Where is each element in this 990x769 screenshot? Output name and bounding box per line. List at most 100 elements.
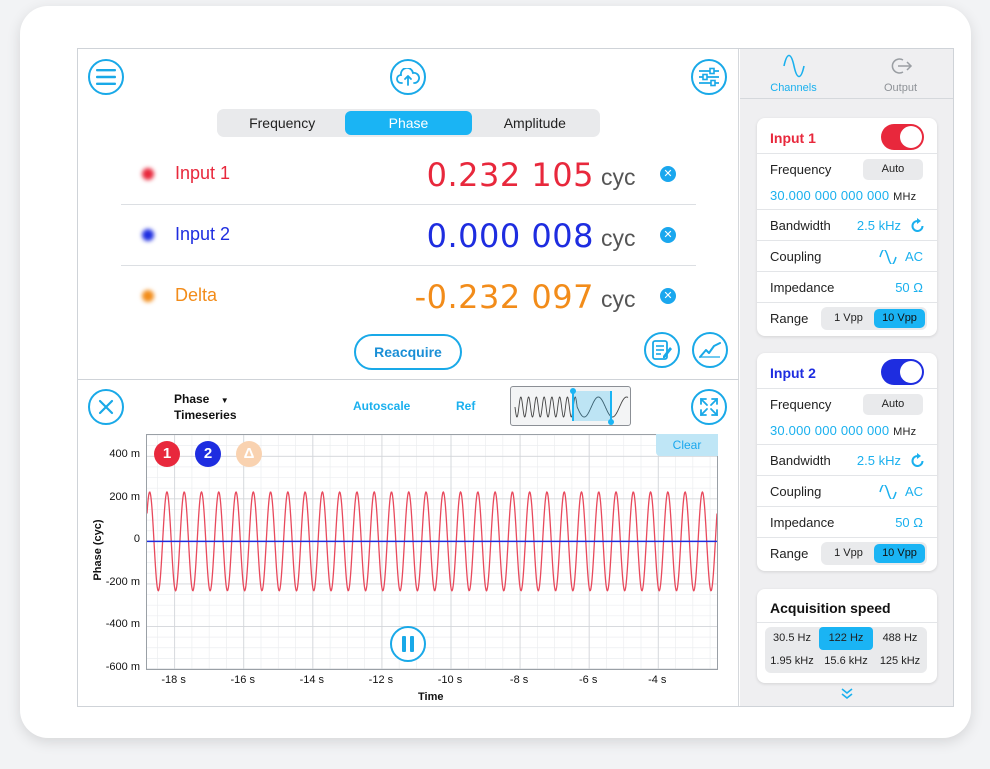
output-arrow-icon [891,58,913,74]
settings-panel: Channels Output Input 1 Frequency Auto 3… [740,49,953,706]
coupling-value: AC [904,249,923,264]
ref-button[interactable]: Ref [456,399,476,413]
impedance-row[interactable]: Impedance 50 Ω [757,271,937,302]
pause-button[interactable] [390,626,426,662]
overview-preview[interactable] [510,386,631,426]
y-tick-label: -400 m [105,618,140,631]
channel-enable-toggle[interactable] [881,359,924,385]
x-tick-label: -6 s [579,674,598,686]
y-tick-label: 400 m [109,448,140,461]
measurement-type-tabs: Frequency Phase Amplitude [217,109,600,137]
overview-waveform [514,388,629,425]
device-frame: Frequency Phase Amplitude Input 1 0.232 … [20,6,971,738]
tab-amplitude[interactable]: Amplitude [503,115,566,131]
impedance-label: Impedance [770,280,835,295]
measurement-row-delta: Delta -0.232 097 cyc ✕ [121,266,696,327]
channel-color-dot [142,229,154,241]
speed-option[interactable]: 125 kHz [879,655,921,667]
speed-option[interactable]: 15.6 kHz [824,655,868,667]
series-line-input-1 [146,490,718,592]
autoscale-button[interactable]: Autoscale [353,399,411,413]
timeseries-plot[interactable] [146,434,718,670]
impedance-value: 50 Ω [895,280,923,295]
notes-button[interactable] [644,332,680,368]
range-option-1vpp[interactable]: 1 Vpp [834,312,863,324]
tab-output[interactable]: Output [847,49,953,99]
settings-button[interactable] [691,59,727,95]
refresh-icon[interactable] [910,453,925,468]
bandwidth-row[interactable]: Bandwidth 2.5 kHz [757,209,937,240]
speed-option[interactable]: 488 Hz [882,632,918,644]
coupling-label: Coupling [770,249,822,264]
selector-line-2: Timeseries [174,408,237,422]
frequency-label: Frequency [770,162,832,177]
pause-icon [402,636,414,652]
sine-wave-icon [879,485,897,499]
tabbar-divider [740,98,953,99]
y-tick-label: 200 m [109,490,140,503]
range-row: Range 1 Vpp 10 Vpp [757,537,937,568]
measurement-unit: cyc [601,286,636,312]
remove-measurement-button[interactable]: ✕ [660,166,676,182]
frequency-auto-button[interactable]: Auto [863,394,923,415]
delta-badge[interactable]: Δ [236,441,262,467]
sliders-icon [699,67,719,87]
range-option-10vpp[interactable]: 10 Vpp [874,309,925,328]
app-screen: Frequency Phase Amplitude Input 1 0.232 … [77,48,954,707]
frequency-value-field[interactable]: 30.000 000 000 000 MHz [770,188,916,203]
channel-2-badge[interactable]: 2 [195,441,221,467]
range-selector: 1 Vpp 10 Vpp [821,307,927,330]
x-tick-label: -4 s [648,674,667,686]
channel-card-input-1: Input 1 Frequency Auto 30.000 000 000 00… [757,118,937,336]
y-tick-label: 0 [133,533,140,546]
plot-canvas [146,434,718,670]
remove-measurement-button[interactable]: ✕ [660,288,676,304]
clear-button[interactable]: Clear [656,434,718,456]
sine-wave-icon [879,250,897,264]
tab-channels[interactable]: Channels [740,49,847,99]
y-tick-label: -200 m [105,575,140,588]
range-option-1vpp[interactable]: 1 Vpp [834,547,863,559]
panel-divider [78,379,739,380]
double-chevron-down-icon[interactable] [840,688,854,700]
channel-1-badge[interactable]: 1 [154,441,180,467]
close-timeseries-button[interactable] [88,389,124,425]
measurement-value: 0.000 008 [426,217,594,255]
main-panel: Frequency Phase Amplitude Input 1 0.232 … [78,49,739,706]
x-tick-label: -14 s [299,674,325,686]
acquisition-title: Acquisition speed [770,600,891,616]
range-selector: 1 Vpp 10 Vpp [821,542,927,565]
coupling-row[interactable]: Coupling AC [757,475,937,506]
remove-measurement-button[interactable]: ✕ [660,227,676,243]
coupling-row[interactable]: Coupling AC [757,240,937,271]
frequency-value-field[interactable]: 30.000 000 000 000 MHz [770,423,916,438]
frequency-unit: MHz [893,191,917,203]
y-tick-label: -600 m [105,661,140,673]
menu-button[interactable] [88,59,124,95]
trend-button[interactable] [692,332,728,368]
channel-color-dot [142,168,154,180]
measurement-unit: cyc [601,164,636,190]
settings-tabbar: Channels Output [740,49,953,99]
refresh-icon[interactable] [910,218,925,233]
timeseries-selector[interactable]: Phase ▼ Timeseries [174,392,237,422]
channel-enable-toggle[interactable] [881,124,924,150]
acquisition-speed-card: Acquisition speed 30.5 Hz 122 Hz 488 Hz … [757,589,937,683]
speed-option[interactable]: 1.95 kHz [770,655,814,667]
reacquire-button[interactable]: Reacquire [354,334,462,370]
speed-option[interactable]: 30.5 Hz [773,632,811,644]
cloud-upload-icon [396,68,420,86]
expand-button[interactable] [691,389,727,425]
frequency-auto-button[interactable]: Auto [863,159,923,180]
bandwidth-label: Bandwidth [770,453,831,468]
speed-option-selected[interactable]: 122 Hz [819,627,873,650]
upload-button[interactable] [390,59,426,95]
bandwidth-row[interactable]: Bandwidth 2.5 kHz [757,444,937,475]
measurement-unit: cyc [601,225,636,251]
range-row: Range 1 Vpp 10 Vpp [757,302,937,333]
range-option-10vpp[interactable]: 10 Vpp [874,544,925,563]
frequency-unit: MHz [893,426,917,438]
tab-frequency[interactable]: Frequency [249,115,316,131]
tab-phase[interactable]: Phase [345,111,472,135]
impedance-row[interactable]: Impedance 50 Ω [757,506,937,537]
